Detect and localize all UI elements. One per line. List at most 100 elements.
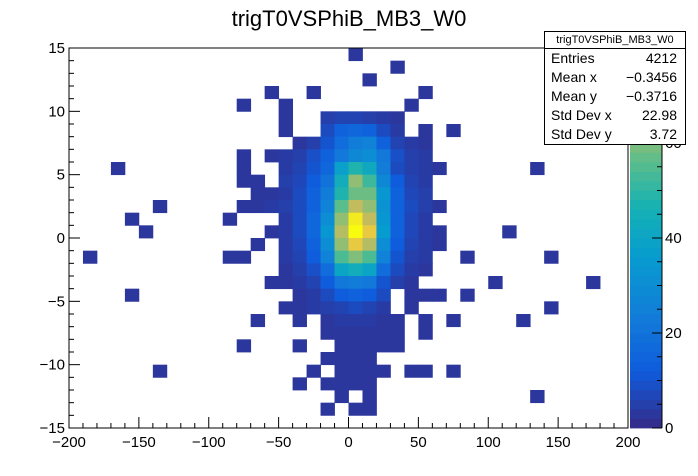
heatmap-bin	[362, 238, 377, 252]
heatmap-bin	[362, 352, 377, 366]
heatmap-bin	[404, 288, 419, 302]
heatmap-bin	[362, 364, 377, 378]
heatmap-bin	[348, 187, 363, 201]
heatmap-bin	[278, 187, 294, 201]
heatmap-bin	[376, 149, 391, 163]
heatmap-bin	[348, 238, 363, 252]
colorbar-segment	[630, 314, 662, 324]
heatmap-bin	[236, 98, 252, 112]
heatmap-bin	[250, 200, 266, 214]
heatmap-bin	[348, 174, 363, 188]
heatmap-bin	[404, 174, 419, 188]
stats-std-y: Std Dev y 3.72	[545, 125, 685, 144]
heatmap-bin	[502, 225, 517, 239]
heatmap-bin	[222, 250, 238, 264]
heatmap-bin	[236, 200, 252, 214]
heatmap-bin	[418, 288, 433, 302]
heatmap-bin	[348, 162, 363, 176]
heatmap-bin	[292, 377, 307, 391]
heatmap-bin	[278, 238, 294, 252]
y-tick-label: 10	[48, 103, 65, 120]
heatmap-bin	[418, 225, 433, 239]
heatmap-bin	[362, 390, 377, 404]
heatmap-bin	[418, 136, 433, 150]
heatmap-bin	[334, 162, 349, 176]
heatmap-bin	[362, 314, 377, 328]
colorbar-segment	[630, 380, 662, 391]
heatmap-bin	[348, 136, 363, 150]
heatmap-bin	[432, 162, 447, 176]
heatmap-bin	[320, 402, 335, 416]
heatmap-bin	[236, 174, 252, 188]
y-tick-label: 5	[57, 167, 65, 184]
heatmap-bin	[334, 390, 349, 404]
heatmap-bin	[292, 225, 307, 239]
stats-std-x: Std Dev x 22.98	[545, 106, 685, 125]
heatmap-bin	[292, 200, 307, 214]
heatmap-bin	[278, 225, 294, 239]
heatmap-bin	[376, 187, 391, 201]
colorbar-segment	[630, 323, 662, 334]
x-tick-label: −200	[52, 434, 86, 451]
heatmap-bin	[390, 111, 405, 125]
heatmap-bin	[292, 174, 307, 188]
heatmap-bin	[306, 212, 321, 226]
heatmap-bin	[292, 314, 307, 328]
heatmap-bin	[376, 326, 391, 340]
colorbar-segment	[630, 361, 662, 372]
x-tick-label: 100	[476, 434, 501, 451]
colorbar-segment	[630, 152, 662, 163]
heatmap-bin	[362, 326, 377, 340]
heatmap-bin	[530, 390, 545, 404]
heatmap-bin	[278, 301, 294, 315]
x-axis: −200 −150 −100 −50 0 50 100 150 200	[52, 417, 641, 451]
heatmap-bin	[334, 174, 349, 188]
x-tick-label: 150	[546, 434, 571, 451]
colorbar-segment	[630, 399, 662, 410]
heatmap-bin	[362, 288, 377, 302]
stats-mean-x-label: Mean x	[551, 69, 597, 85]
heatmap-bin	[418, 326, 433, 340]
heatmap-bin	[404, 162, 419, 176]
colorbar-segment	[630, 276, 662, 286]
heatmap-bin	[362, 174, 377, 188]
heatmap-bin	[348, 339, 363, 353]
x-tick-label: 0	[344, 434, 352, 451]
heatmap-bin	[348, 276, 363, 290]
heatmap-bin	[292, 339, 307, 353]
heatmap-bin	[334, 263, 349, 277]
heatmap-bin	[376, 111, 391, 125]
heatmap-bin	[278, 250, 294, 264]
heatmap-bin	[292, 212, 307, 226]
heatmap-bin	[306, 301, 321, 315]
heatmap-bin	[348, 288, 363, 302]
heatmap-bin	[306, 200, 321, 214]
heatmap-bin	[418, 364, 433, 378]
heatmap-bin	[306, 364, 321, 378]
heatmap-bin	[390, 174, 405, 188]
heatmap-bin	[362, 402, 377, 416]
heatmap-bin	[418, 250, 433, 264]
heatmap-bin	[320, 136, 335, 150]
colorbar-tick-label: 40	[665, 230, 682, 247]
heatmap-bin	[264, 225, 280, 239]
heatmap-bin	[390, 314, 405, 328]
colorbar-segment	[630, 257, 662, 267]
y-tick-label: −5	[48, 293, 65, 310]
heatmap-bin	[278, 174, 294, 188]
heatmap-bin	[362, 276, 377, 290]
stats-mean-y: Mean y −0.3716	[545, 87, 685, 106]
heatmap-bin	[348, 364, 363, 378]
heatmap-bin	[418, 314, 433, 328]
heatmap-bin	[278, 162, 294, 176]
heatmap-bin	[516, 314, 531, 328]
heatmap-bin	[334, 364, 349, 378]
heatmap-bin	[348, 263, 363, 277]
heatmap-bin	[488, 276, 503, 290]
heatmap-bin	[418, 86, 433, 100]
heatmap-bin	[306, 250, 321, 264]
heatmap-bin	[404, 187, 419, 201]
y-tick-label: 0	[57, 230, 65, 247]
heatmap-bin	[306, 86, 321, 100]
heatmap-bin	[334, 339, 349, 353]
